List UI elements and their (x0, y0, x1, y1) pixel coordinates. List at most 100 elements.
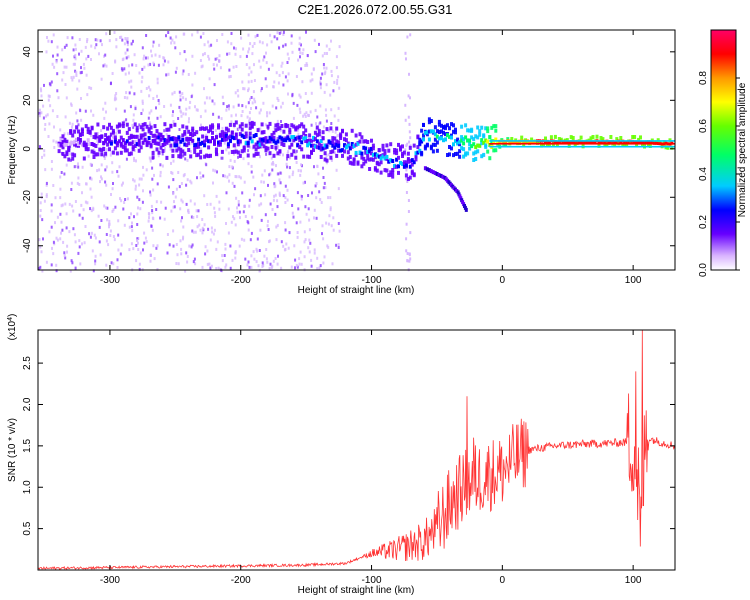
trace-cell (109, 132, 113, 137)
colorbar-tick-label: 0.4 (698, 167, 709, 181)
noise-speckle (235, 47, 237, 51)
noise-speckle (296, 265, 299, 269)
noise-speckle (330, 108, 333, 112)
noise-speckle (178, 105, 181, 109)
noise-speckle (172, 229, 175, 233)
trace-cell (117, 122, 121, 127)
trace-cell (201, 126, 205, 131)
trace-cell (104, 133, 108, 138)
noise-speckle (280, 240, 283, 244)
noise-speckle (151, 177, 154, 181)
trace-cell (264, 139, 268, 144)
noise-speckle (247, 260, 250, 264)
noise-speckle (126, 197, 129, 201)
trace-cell (133, 134, 137, 139)
noise-speckle (103, 63, 106, 67)
noise-speckle (134, 107, 137, 111)
noise-speckle (152, 244, 155, 248)
noise-speckle (221, 156, 224, 160)
noise-speckle (338, 45, 341, 49)
trace-cell (360, 155, 364, 160)
trace-cell (468, 128, 472, 133)
noise-speckle (156, 77, 159, 81)
trace-cell (401, 144, 404, 149)
noise-speckle (52, 54, 54, 58)
trace-cell (371, 152, 375, 157)
trace-cell (222, 131, 226, 136)
noise-speckle (246, 220, 249, 224)
trace-cell (358, 139, 362, 144)
trace-cell (258, 137, 262, 142)
colorbar-tick-label: 0.0 (698, 263, 709, 277)
noise-speckle (214, 214, 217, 218)
noise-speckle (259, 65, 262, 69)
trace-cell (288, 145, 292, 150)
noise-speckle (131, 63, 134, 67)
noise-speckle (43, 199, 46, 203)
noise-speckle (286, 61, 289, 64)
noise-speckle (137, 206, 139, 210)
noise-speckle (320, 201, 323, 204)
noise-speckle (214, 57, 217, 61)
trace-cell (294, 136, 298, 141)
noise-speckle (315, 196, 318, 200)
noise-speckle (266, 114, 269, 118)
trace-cell (329, 150, 333, 155)
trace-cell (238, 132, 242, 137)
noise-speckle (250, 96, 253, 99)
noise-speckle (275, 106, 278, 110)
trace-cell (321, 130, 325, 135)
trace-cell (59, 142, 63, 147)
trace-cell (75, 125, 79, 130)
noise-speckle (282, 33, 285, 36)
noise-speckle (150, 49, 152, 53)
noise-speckle (165, 34, 167, 38)
noise-speckle (141, 75, 144, 79)
noise-speckle (195, 209, 198, 213)
noise-speckle (404, 118, 407, 122)
trace-cell (173, 143, 177, 148)
trace-cell (323, 157, 327, 162)
noise-speckle (294, 151, 297, 155)
trace-cell (197, 137, 201, 142)
trace-cell (488, 156, 492, 161)
noise-speckle (245, 63, 248, 66)
noise-speckle (94, 259, 97, 263)
noise-speckle (181, 200, 184, 204)
trace-cell (536, 140, 539, 145)
noise-speckle (136, 195, 139, 199)
noise-speckle (220, 117, 223, 121)
trace-cell (549, 135, 553, 140)
trace-cell (395, 164, 399, 169)
noise-speckle (89, 187, 92, 191)
trace-cell (583, 140, 587, 144)
noise-speckle (105, 165, 108, 169)
trace-cell (127, 135, 131, 140)
noise-speckle (282, 44, 285, 48)
trace-cell (337, 140, 341, 145)
noise-speckle (123, 223, 126, 227)
trace-cell (433, 132, 437, 137)
noise-speckle (128, 80, 131, 84)
trace-cell (151, 155, 155, 160)
noise-speckle (41, 218, 44, 222)
trace-cell (244, 131, 248, 136)
noise-speckle (322, 237, 325, 241)
noise-speckle (196, 215, 199, 219)
trace-cell (238, 153, 242, 158)
noise-speckle (286, 165, 289, 169)
trace-cell (329, 155, 333, 160)
trace-cell (435, 134, 439, 139)
trace-cell (236, 142, 240, 147)
trace-cell (603, 140, 607, 144)
noise-speckle (86, 201, 89, 205)
trace-cell (274, 145, 278, 150)
trace-cell (446, 123, 449, 128)
noise-speckle (332, 228, 335, 232)
noise-speckle (175, 35, 178, 39)
noise-speckle (192, 230, 195, 234)
noise-speckle (128, 71, 130, 75)
noise-speckle (272, 161, 274, 164)
trace-cell (63, 138, 67, 142)
trace-cell (63, 140, 67, 145)
